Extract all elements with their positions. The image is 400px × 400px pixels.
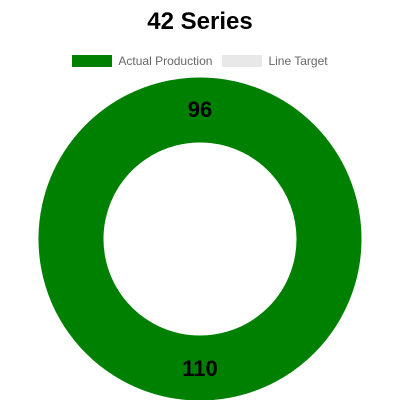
legend-item-actual-production[interactable]: Actual Production xyxy=(72,54,212,68)
legend-swatch-actual-production xyxy=(72,55,113,67)
donut-labels: 110 96 xyxy=(182,97,218,381)
donut-slices xyxy=(38,77,362,400)
data-label-actual-production: 110 xyxy=(182,356,218,381)
donut-slice-actual-production[interactable] xyxy=(38,204,362,400)
chart-title: 42 Series xyxy=(147,8,253,35)
legend-item-line-target[interactable]: Line Target xyxy=(222,54,328,68)
data-label-line-target: 96 xyxy=(188,97,212,122)
legend: Actual Production Line Target xyxy=(0,54,400,68)
donut-slice-line-target[interactable] xyxy=(42,77,362,240)
legend-label-line-target: Line Target xyxy=(268,54,328,68)
legend-swatch-line-target xyxy=(222,55,263,67)
legend-label-actual-production: Actual Production xyxy=(118,54,213,68)
